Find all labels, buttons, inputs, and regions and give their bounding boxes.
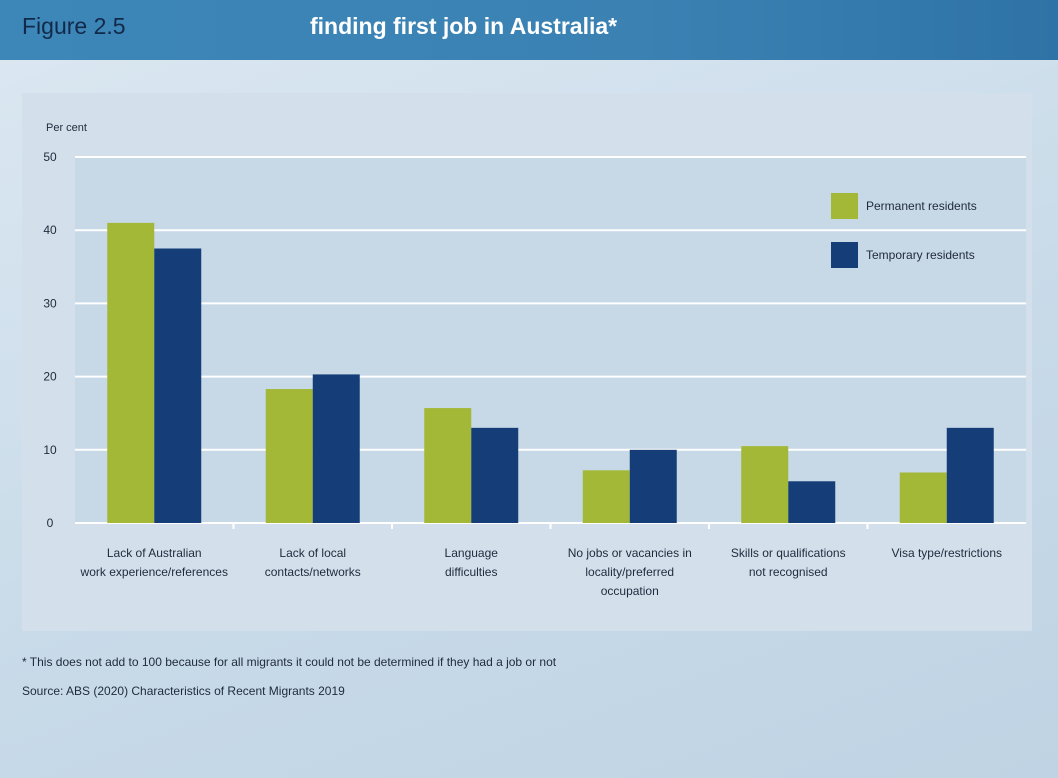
- x-tick-label: work experience/references: [80, 565, 228, 579]
- x-tick-label: No jobs or vacancies in: [568, 546, 692, 560]
- x-tick-label: Visa type/restrictions: [892, 546, 1003, 560]
- figure-title: finding first job in Australia*: [310, 13, 618, 39]
- x-tick-label: Lack of Australian: [107, 546, 202, 560]
- plot-area: [75, 157, 1026, 523]
- y-tick-label: 20: [43, 370, 57, 384]
- y-tick-label: 30: [43, 296, 57, 310]
- figure-label: Figure 2.5: [22, 13, 126, 39]
- bar-temporary: [154, 248, 202, 523]
- y-axis-label: Per cent: [46, 122, 87, 134]
- bar-permanent: [899, 472, 947, 523]
- bar-chart: 0 10 20 30 40 50 Per cent Lack of Australian wor…: [43, 122, 1026, 598]
- footnote: * This does not add to 100 because for a…: [22, 655, 557, 669]
- y-tick-label: 50: [43, 150, 57, 164]
- x-tick-label: Language: [445, 546, 499, 560]
- bar-permanent: [741, 446, 789, 523]
- bar-permanent: [424, 408, 472, 523]
- x-tick-label: not recognised: [749, 565, 828, 579]
- bar-temporary: [471, 427, 519, 523]
- x-tick-label: difficulties: [445, 565, 497, 579]
- legend-label: Temporary residents: [866, 248, 975, 262]
- bar-temporary: [629, 449, 677, 523]
- figure-header: Figure 2.5 finding first job in Australi…: [0, 0, 1058, 60]
- x-tick-label: contacts/networks: [265, 565, 361, 579]
- chart-panel: 0 10 20 30 40 50 Per cent Lack of Australian wor…: [22, 93, 1032, 631]
- source-note: Source: ABS (2020) Characteristics of Re…: [22, 684, 345, 698]
- x-tick-label: Skills or qualifications: [731, 546, 846, 560]
- y-tick-label: 40: [43, 223, 57, 237]
- legend-label: Permanent residents: [866, 199, 977, 213]
- y-tick-label: 0: [47, 516, 54, 530]
- legend-swatch: [831, 242, 858, 268]
- bar-temporary: [946, 427, 994, 523]
- x-tick-label: locality/preferred: [585, 565, 674, 579]
- bar-permanent: [582, 470, 630, 523]
- bar-temporary: [788, 481, 836, 523]
- bar-temporary: [312, 374, 360, 523]
- legend-swatch: [831, 193, 858, 219]
- bar-permanent: [265, 389, 313, 523]
- y-tick-label: 10: [43, 443, 57, 457]
- x-tick-label: occupation: [601, 584, 659, 598]
- x-tick-label: Lack of local: [279, 546, 346, 560]
- bar-permanent: [107, 222, 155, 523]
